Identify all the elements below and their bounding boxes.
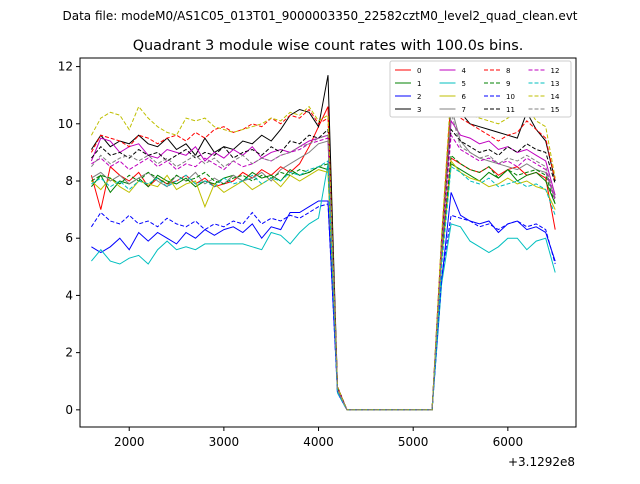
series-line-9 bbox=[91, 154, 556, 411]
y-tick-label: 0 bbox=[65, 403, 73, 417]
series-line-8 bbox=[90, 97, 556, 411]
series-line-5 bbox=[91, 163, 556, 411]
series-line-14 bbox=[90, 89, 556, 411]
series-line-13 bbox=[91, 160, 556, 411]
series-line-7 bbox=[91, 106, 556, 411]
x-tick-label: 5000 bbox=[398, 435, 429, 449]
x-tick-label: 2000 bbox=[114, 435, 145, 449]
x-axis: 2000 3000 4000 5000 6000 bbox=[114, 427, 523, 449]
x-tick-label: 4000 bbox=[303, 435, 334, 449]
legend-label-7: 7 bbox=[462, 106, 466, 114]
x-offset-label: +3.1292e8 bbox=[508, 455, 575, 469]
legend-label-0: 0 bbox=[417, 67, 421, 75]
legend-label-12: 12 bbox=[551, 67, 560, 75]
legend-label-13: 13 bbox=[551, 80, 560, 88]
series-line-11 bbox=[91, 128, 556, 411]
legend-label-5: 5 bbox=[462, 80, 466, 88]
legend-label-11: 11 bbox=[506, 106, 515, 114]
y-tick-label: 2 bbox=[65, 346, 73, 360]
series-line-15 bbox=[91, 112, 556, 411]
legend-label-1: 1 bbox=[417, 80, 421, 88]
legend-label-10: 10 bbox=[506, 93, 515, 101]
y-axis: 0 2 4 6 8 10 12 bbox=[58, 60, 80, 417]
legend-label-8: 8 bbox=[506, 67, 510, 75]
x-tick-label: 3000 bbox=[209, 435, 240, 449]
series-line-0 bbox=[90, 106, 556, 411]
legend-label-6: 6 bbox=[462, 93, 467, 101]
legend-label-15: 15 bbox=[551, 106, 560, 114]
legend-label-2: 2 bbox=[417, 93, 421, 101]
legend-label-14: 14 bbox=[551, 93, 560, 101]
data-file-label: Data file: modeM0/AS1C05_013T01_90000033… bbox=[62, 9, 577, 23]
plot-area bbox=[90, 75, 556, 411]
y-tick-label: 10 bbox=[58, 117, 73, 131]
legend-box bbox=[389, 60, 572, 118]
legend-label-9: 9 bbox=[506, 80, 510, 88]
legend-label-4: 4 bbox=[462, 67, 467, 75]
series-line-12 bbox=[91, 133, 556, 411]
series-line-3 bbox=[90, 75, 556, 411]
x-tick-label: 6000 bbox=[493, 435, 524, 449]
y-tick-label: 6 bbox=[65, 231, 73, 245]
y-tick-label: 12 bbox=[58, 60, 73, 74]
chart-title: Quadrant 3 module wise count rates with … bbox=[133, 38, 524, 54]
series-line-2 bbox=[91, 192, 556, 411]
axes-frame bbox=[79, 57, 577, 428]
y-tick-label: 4 bbox=[65, 288, 73, 302]
series-line-6 bbox=[91, 159, 556, 411]
legend-label-3: 3 bbox=[417, 106, 421, 114]
y-tick-label: 8 bbox=[65, 174, 73, 188]
series-line-10 bbox=[90, 203, 556, 411]
